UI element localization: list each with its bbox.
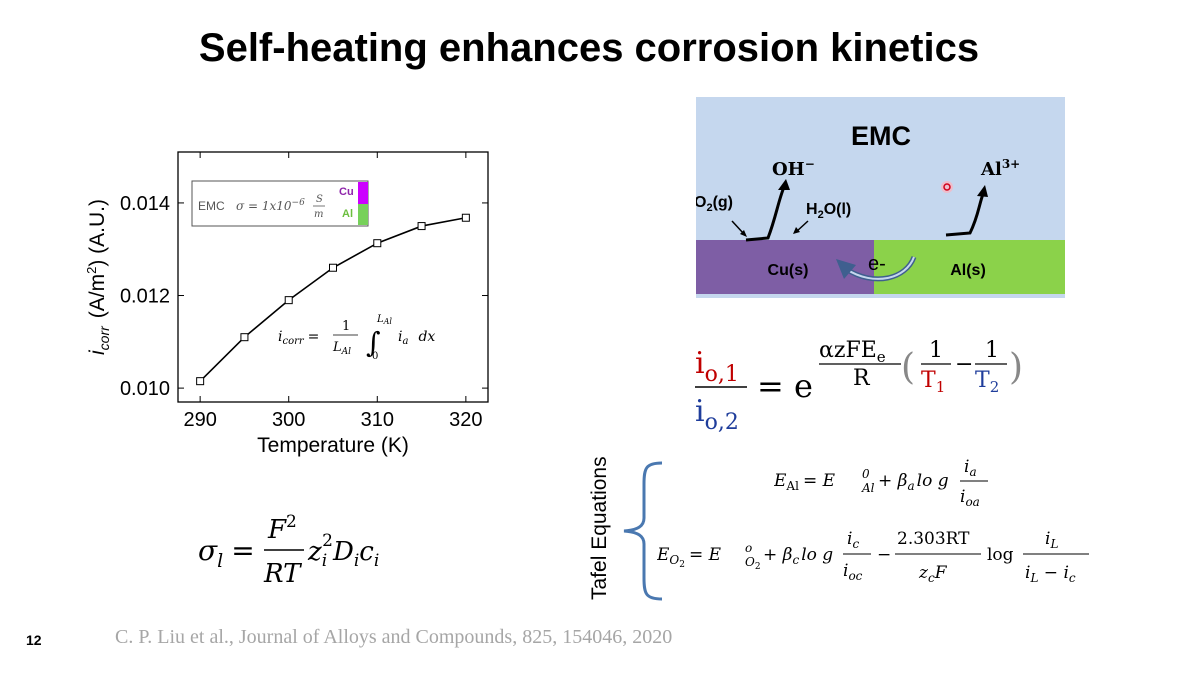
svg-text:ia: ia bbox=[964, 457, 977, 479]
electron-label: e- bbox=[868, 253, 886, 275]
svg-text:): ) bbox=[1009, 347, 1023, 388]
svg-text:T2: T2 bbox=[975, 368, 999, 396]
svg-text:zcF: zcF bbox=[918, 563, 948, 585]
svg-text:αzFEe: αzFEe bbox=[819, 338, 886, 366]
data-point bbox=[240, 333, 249, 342]
svg-text:ioa: ioa bbox=[960, 487, 980, 509]
svg-text:Al: Al bbox=[861, 481, 875, 495]
arrhenius-equation: io,1 io,2 = e αzFEe R ( 1 T1 − 1 T2 ) bbox=[695, 335, 1035, 444]
y-axis-ticks: 0.010 0.012 0.014 bbox=[120, 193, 488, 400]
y-axis-label: icorr(A/m2) (A.U.) bbox=[84, 199, 112, 355]
arrhenius-equation-svg: io,1 io,2 = e αzFEe R ( 1 T1 − 1 T2 ) bbox=[695, 338, 1023, 435]
oxygen-arrow bbox=[731, 220, 745, 235]
tafel-equations-label: Tafel Equations bbox=[588, 456, 611, 600]
al-label: Al(s) bbox=[950, 262, 986, 279]
svg-text:iL − ic: iL − ic bbox=[1025, 563, 1076, 585]
series-line bbox=[199, 216, 467, 382]
svg-text:iL: iL bbox=[1045, 529, 1058, 551]
svg-text:R: R bbox=[853, 366, 871, 391]
svg-text:ioc: ioc bbox=[843, 561, 863, 583]
emc-region bbox=[696, 97, 1065, 240]
x-tick-label: 310 bbox=[361, 409, 394, 431]
hydroxide-arrow bbox=[745, 186, 786, 242]
cu-label: Cu(s) bbox=[768, 262, 809, 279]
inset-cu-label: Cu bbox=[339, 186, 354, 198]
svg-text:RT: RT bbox=[263, 559, 302, 589]
emc-label: EMC bbox=[851, 121, 911, 151]
svg-text:−: − bbox=[877, 545, 891, 565]
oxygen-label: O2(g) bbox=[696, 194, 733, 214]
slide-title: Self-heating enhances corrosion kinetics bbox=[198, 26, 980, 70]
inset-unit-num: S bbox=[316, 194, 323, 205]
x-tick-label: 320 bbox=[449, 409, 482, 431]
x-tick-label: 300 bbox=[272, 409, 305, 431]
svg-text:ic: ic bbox=[847, 529, 859, 551]
svg-text:LAl: LAl bbox=[332, 340, 351, 357]
icorr-temperature-chart: 290 300 310 320 0.010 0.012 0.014 Temperature… bbox=[84, 151, 489, 457]
data-point bbox=[461, 213, 470, 222]
svg-text:σl=: σl = bbox=[198, 534, 255, 572]
svg-text:∫: ∫ bbox=[366, 326, 381, 359]
svg-text:zi2Dici: zi2Dici bbox=[307, 531, 379, 571]
svg-text:(: ( bbox=[901, 347, 915, 388]
svg-text:0: 0 bbox=[862, 467, 870, 481]
tafel-brace bbox=[623, 461, 663, 601]
series-points bbox=[196, 213, 470, 386]
svg-text:= e: = e bbox=[757, 367, 813, 405]
svg-text:log: log bbox=[987, 545, 1014, 565]
inset-al-swatch bbox=[358, 204, 368, 225]
svg-text:O2: O2 bbox=[745, 555, 761, 572]
x-axis-label: Temperature (K) bbox=[257, 434, 409, 457]
y-tick-label: 0.010 bbox=[120, 378, 170, 400]
inset-sigma: σ = 1x10−6 bbox=[236, 198, 305, 213]
emc-corrosion-diagram: EMC OH− Al3+ O2(g) H2O(l) e- Cu(s) Al(s) bbox=[696, 97, 1065, 298]
svg-text:2.303RT: 2.303RT bbox=[897, 529, 970, 549]
data-point bbox=[417, 222, 426, 231]
svg-text:io,2: io,2 bbox=[695, 394, 739, 435]
svg-text:EO2= E: EO2 = E bbox=[657, 545, 722, 570]
y-tick-label: 0.014 bbox=[120, 193, 170, 215]
water-label: H2O(l) bbox=[806, 201, 851, 221]
y-tick-label: 0.012 bbox=[120, 286, 170, 308]
data-point bbox=[329, 263, 337, 272]
hydroxide-label: OH− bbox=[772, 157, 815, 180]
data-point bbox=[373, 239, 382, 248]
inset-unit-den: m bbox=[314, 209, 323, 220]
svg-text:−: − bbox=[955, 352, 973, 377]
svg-text:0: 0 bbox=[372, 351, 378, 362]
x-tick-label: 290 bbox=[183, 409, 216, 431]
inset-al-label: Al bbox=[342, 208, 353, 220]
svg-text:F2: F2 bbox=[267, 512, 297, 545]
conductivity-equation: σl = F2 RT zi2Dici bbox=[198, 512, 379, 589]
svg-text:icorr=: icorr = bbox=[278, 329, 319, 347]
data-point bbox=[196, 377, 205, 386]
plot-frame bbox=[177, 151, 489, 403]
svg-text:T1: T1 bbox=[921, 368, 945, 396]
svg-text:1: 1 bbox=[985, 338, 999, 363]
inset-cu-swatch bbox=[358, 182, 368, 204]
x-axis-ticks: 290 300 310 320 bbox=[183, 152, 483, 431]
svg-text:io,1: io,1 bbox=[695, 346, 739, 387]
svg-text:LAl: LAl bbox=[376, 314, 392, 326]
inset-legend: EMC σ = 1x10−6 S m Cu Al bbox=[191, 180, 369, 227]
svg-text:1: 1 bbox=[929, 338, 943, 363]
page-number: 12 bbox=[26, 632, 42, 648]
tafel-equation-al: EAl = E 0 Al + βa lo g ia ioa bbox=[774, 457, 988, 509]
svg-text:o: o bbox=[745, 541, 752, 555]
al-ion-arrow bbox=[945, 193, 985, 237]
citation: C. P. Liu et al., Journal of Alloys and … bbox=[115, 626, 673, 648]
cursor-marker-icon bbox=[941, 181, 953, 193]
data-point bbox=[284, 296, 293, 305]
svg-text:EAl= E: EAl = E bbox=[774, 471, 836, 493]
svg-text:1: 1 bbox=[342, 319, 350, 334]
inset-emc-label: EMC bbox=[198, 199, 225, 213]
icorr-formula: icorr = 1 LAl ∫ LAl 0 ia dx bbox=[278, 314, 435, 362]
al-ion-label: Al3+ bbox=[980, 157, 1020, 180]
tafel-equation-o2: EO2 = E o O2 + βc lo g ic ioc − 2.303RT zc… bbox=[657, 529, 1089, 585]
